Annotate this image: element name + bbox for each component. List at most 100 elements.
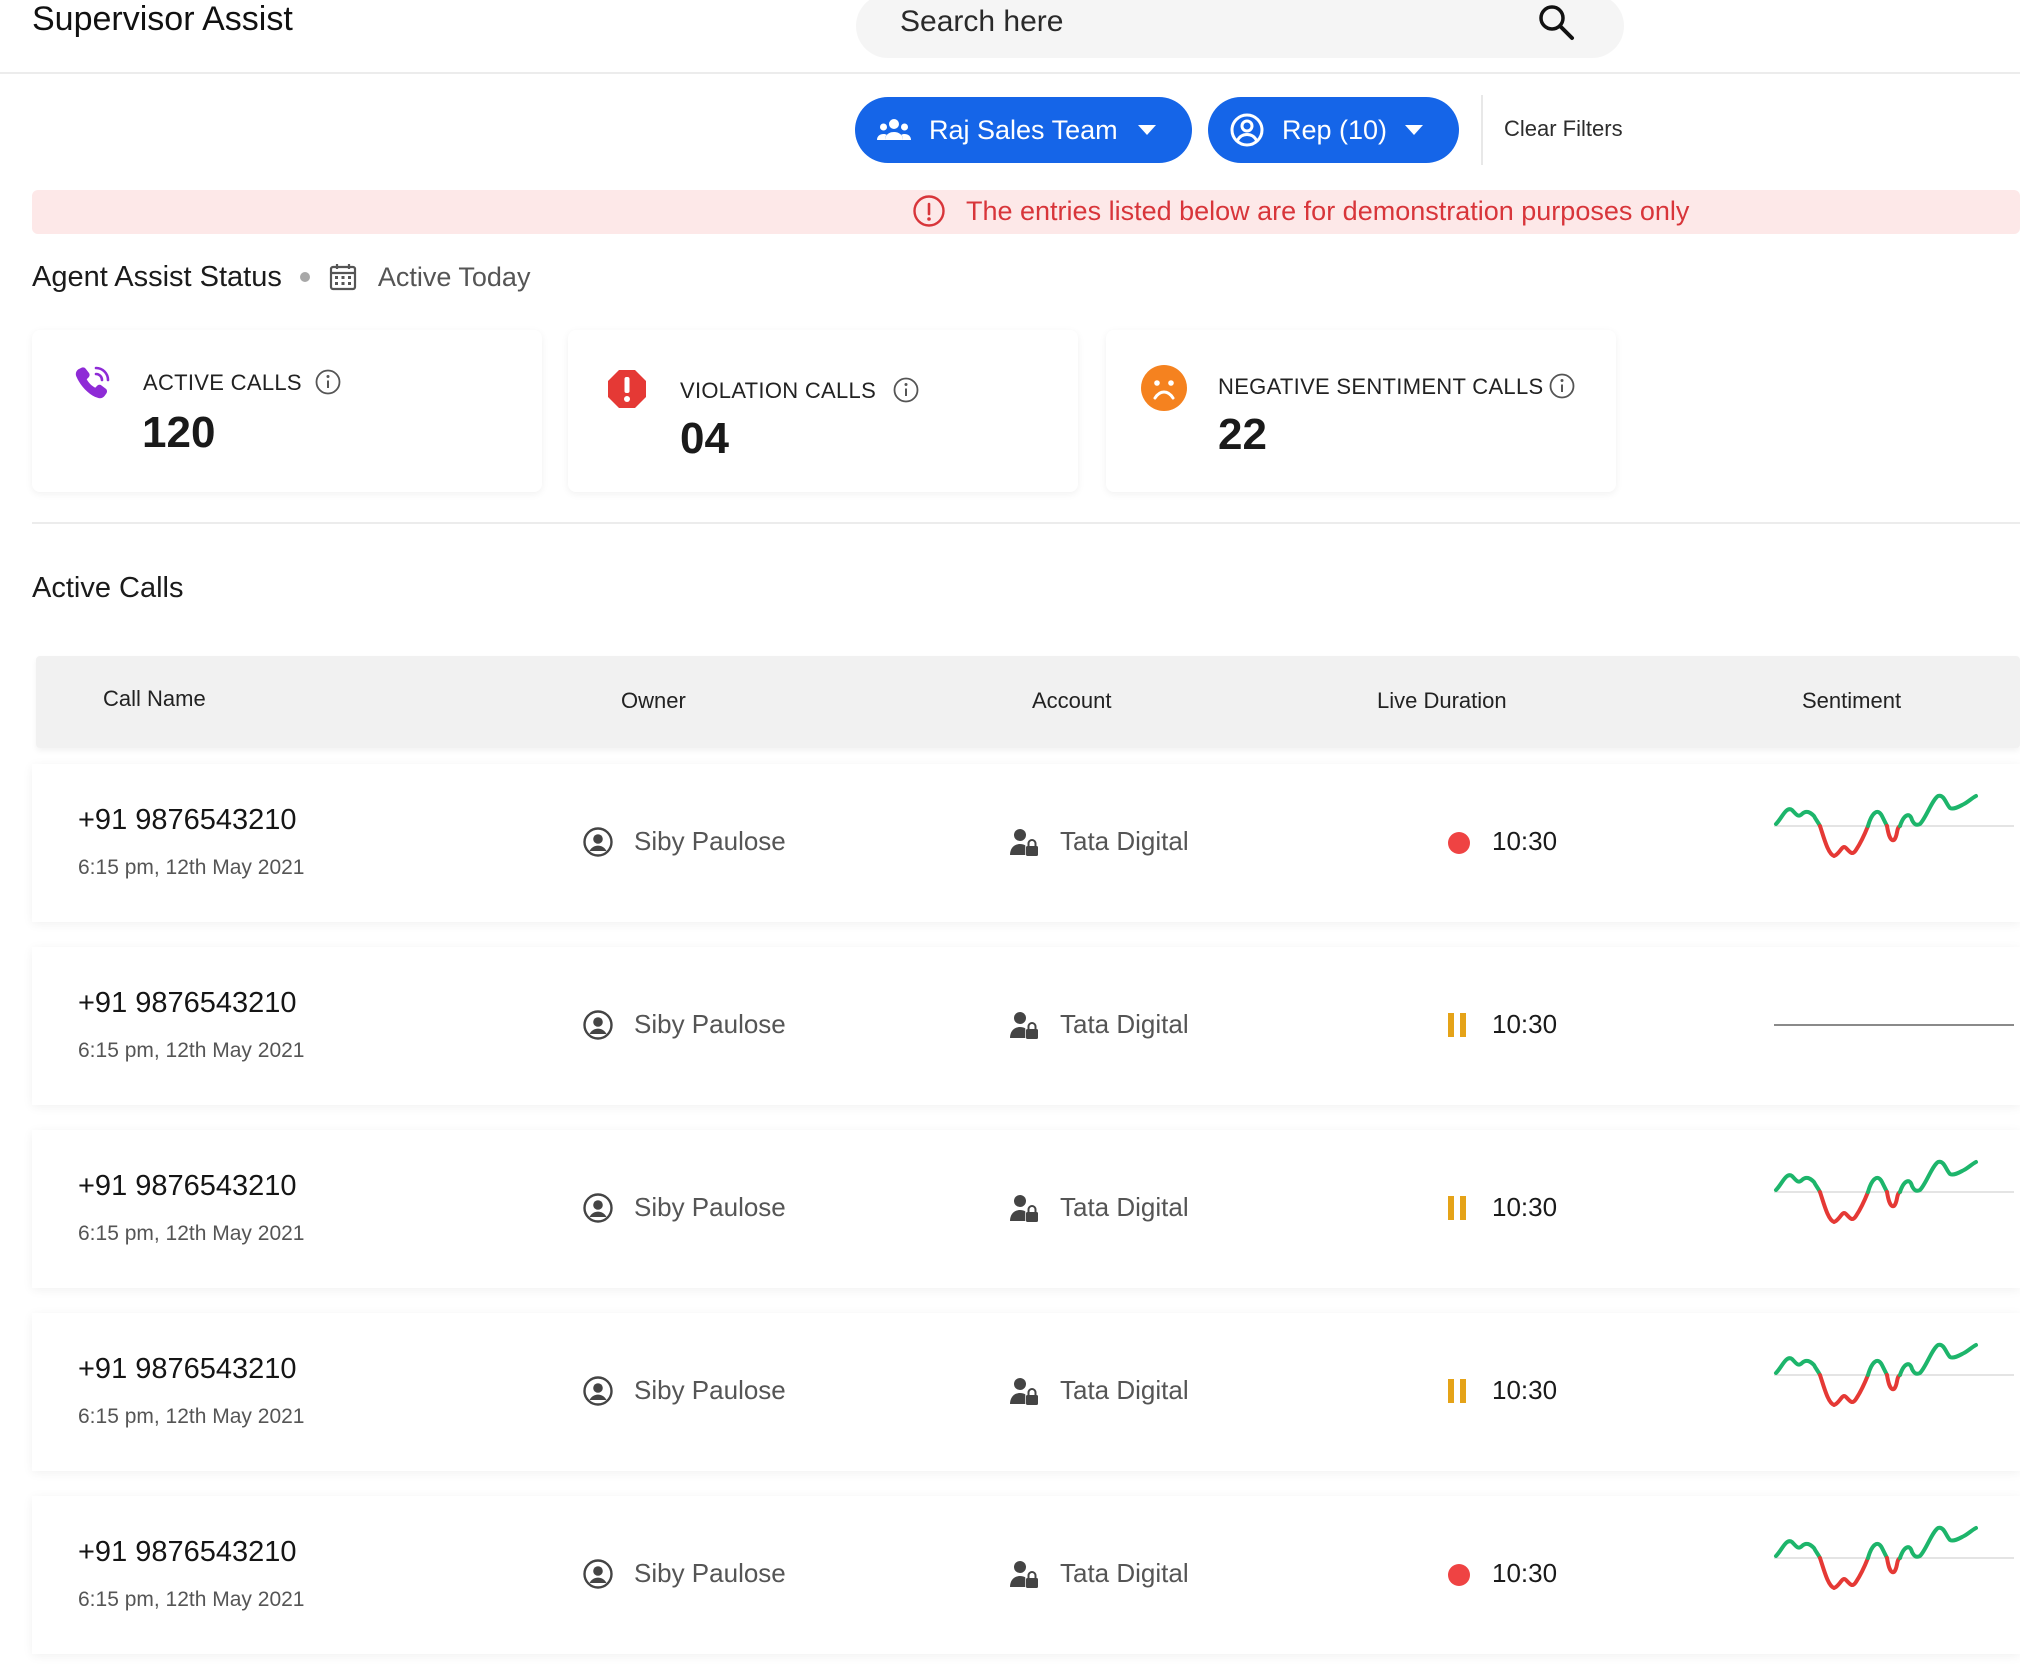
account-name: Tata Digital [1060, 826, 1189, 856]
stat-value: 04 [680, 414, 729, 463]
call-number[interactable]: +91 9876543210 [78, 1536, 297, 1568]
call-time: 6:15 pm, 12th May 2021 [78, 1039, 305, 1062]
call-time: 6:15 pm, 12th May 2021 [78, 1588, 305, 1611]
live-recording-icon [1448, 832, 1470, 854]
sentiment-positive-segment [1774, 1539, 1822, 1560]
column-header-live-duration[interactable]: Live Duration [1377, 688, 1507, 713]
status-range: Active Today [377, 261, 531, 292]
account-user-lock-icon [1010, 1195, 1038, 1222]
account-user-lock-icon [1010, 1561, 1038, 1588]
sentiment-negative-segment [1818, 824, 1870, 858]
chevron-down-icon [1405, 125, 1423, 135]
chevron-down-icon [1138, 125, 1156, 135]
column-header-sentiment[interactable]: Sentiment [1802, 688, 1902, 713]
violation-calls-card[interactable]: VIOLATION CALLS 04 [568, 330, 1078, 492]
owner-name: Siby Paulose [634, 1558, 786, 1588]
live-duration: 10:30 [1492, 1558, 1558, 1588]
sentiment-positive-segment [1866, 1541, 1889, 1560]
column-header-account[interactable]: Account [1032, 688, 1112, 713]
section-divider [32, 522, 2020, 524]
table-row[interactable]: +91 9876543210 6:15 pm, 12th May 2021 Siby… [32, 1130, 2020, 1288]
active-calls-title: Active Calls [32, 572, 184, 604]
info-icon [913, 195, 945, 227]
app-title: Supervisor Assist [32, 0, 293, 38]
account-user-lock-icon [1010, 1012, 1038, 1039]
stat-value: 120 [142, 408, 216, 457]
column-header-owner[interactable]: Owner [621, 688, 686, 713]
table-row[interactable]: +91 9876543210 6:15 pm, 12th May 2021 Siby… [32, 1496, 2020, 1654]
sentiment-positive-segment [1866, 1358, 1889, 1377]
table-row[interactable]: +91 9876543210 6:15 pm, 12th May 2021 Siby… [32, 1313, 2020, 1471]
sentiment-sparkline[interactable] [1774, 975, 2018, 1075]
info-icon[interactable] [1548, 372, 1576, 400]
user-avatar-icon [583, 827, 613, 857]
user-avatar-icon [583, 1559, 613, 1589]
status-title: Agent Assist Status [32, 260, 282, 293]
table-header: Call Name Owner Account Live Duration Se… [36, 656, 2020, 748]
live-duration: 10:30 [1492, 1192, 1558, 1222]
sentiment-positive-segment [1774, 1173, 1822, 1194]
account-name: Tata Digital [1060, 1192, 1189, 1222]
account-name: Tata Digital [1060, 1009, 1189, 1039]
stat-label: NEGATIVE SENTIMENT CALLS [1218, 374, 1544, 399]
user-avatar-icon [583, 1376, 613, 1406]
account-user-lock-icon [1010, 829, 1038, 856]
filter-divider [1481, 95, 1483, 165]
sentiment-positive-segment [1866, 809, 1889, 828]
team-filter-dropdown[interactable]: Raj Sales Team [855, 97, 1192, 163]
sentiment-sparkline[interactable] [1774, 1158, 2018, 1258]
agent-assist-status-header: Agent Assist Status Active Today [32, 260, 530, 294]
active-calls-card[interactable]: ACTIVE CALLS 120 [32, 330, 542, 492]
call-number[interactable]: +91 9876543210 [78, 1353, 297, 1385]
sentiment-positive-segment [1898, 1342, 1978, 1377]
live-duration: 10:30 [1492, 826, 1558, 856]
table-row[interactable]: +91 9876543210 6:15 pm, 12th May 2021 Siby… [32, 947, 2020, 1105]
info-icon[interactable] [892, 376, 920, 404]
call-time: 6:15 pm, 12th May 2021 [78, 1222, 305, 1245]
user-avatar-icon [583, 1010, 613, 1040]
team-icon [877, 119, 911, 140]
owner-name: Siby Paulose [634, 1009, 786, 1039]
rep-filter-label: Rep (10) [1282, 114, 1388, 145]
owner-name: Siby Paulose [634, 826, 786, 856]
sentiment-sparkline[interactable] [1774, 792, 2018, 892]
pause-icon [1448, 1196, 1468, 1220]
search-bar[interactable] [856, 0, 1624, 58]
pause-icon [1448, 1379, 1468, 1403]
notice-text: The entries listed below are for demonst… [966, 195, 1690, 226]
info-icon[interactable] [314, 368, 342, 396]
user-icon [1230, 113, 1264, 147]
call-number[interactable]: +91 9876543210 [78, 987, 297, 1019]
sentiment-negative-segment [1818, 1190, 1870, 1224]
demo-notice-banner: The entries listed below are for demonst… [32, 190, 2020, 234]
search-icon[interactable] [1536, 2, 1576, 42]
sentiment-positive-segment [1898, 1159, 1978, 1194]
sentiment-positive-segment [1774, 1356, 1822, 1377]
separator-dot [299, 272, 310, 282]
sentiment-sparkline[interactable] [1774, 1524, 2018, 1624]
call-number[interactable]: +91 9876543210 [78, 804, 297, 836]
call-number[interactable]: +91 9876543210 [78, 1170, 297, 1202]
sentiment-negative-segment [1885, 1373, 1902, 1392]
rep-filter-dropdown[interactable]: Rep (10) [1208, 97, 1459, 163]
account-user-lock-icon [1010, 1378, 1038, 1405]
search-input[interactable] [900, 2, 1520, 42]
sentiment-negative-segment [1818, 1373, 1870, 1407]
sentiment-sparkline[interactable] [1774, 1341, 2018, 1441]
account-name: Tata Digital [1060, 1375, 1189, 1405]
call-time: 6:15 pm, 12th May 2021 [78, 856, 305, 879]
negative-sentiment-calls-card[interactable]: NEGATIVE SENTIMENT CALLS 22 [1106, 330, 1616, 492]
live-duration: 10:30 [1492, 1375, 1558, 1405]
stat-label: ACTIVE CALLS [143, 370, 302, 395]
sentiment-negative-segment [1818, 1556, 1870, 1590]
call-time: 6:15 pm, 12th May 2021 [78, 1405, 305, 1428]
account-name: Tata Digital [1060, 1558, 1189, 1588]
sad-face-icon [1141, 365, 1187, 411]
sentiment-positive-segment [1898, 793, 1978, 828]
table-row[interactable]: +91 9876543210 6:15 pm, 12th May 2021 Siby… [32, 764, 2020, 922]
column-header-call-name[interactable]: Call Name [103, 686, 206, 711]
live-recording-icon [1448, 1564, 1470, 1586]
owner-name: Siby Paulose [634, 1375, 786, 1405]
clear-filters-link[interactable]: Clear Filters [1504, 116, 1623, 141]
top-bar: Supervisor Assist [0, 0, 2020, 74]
